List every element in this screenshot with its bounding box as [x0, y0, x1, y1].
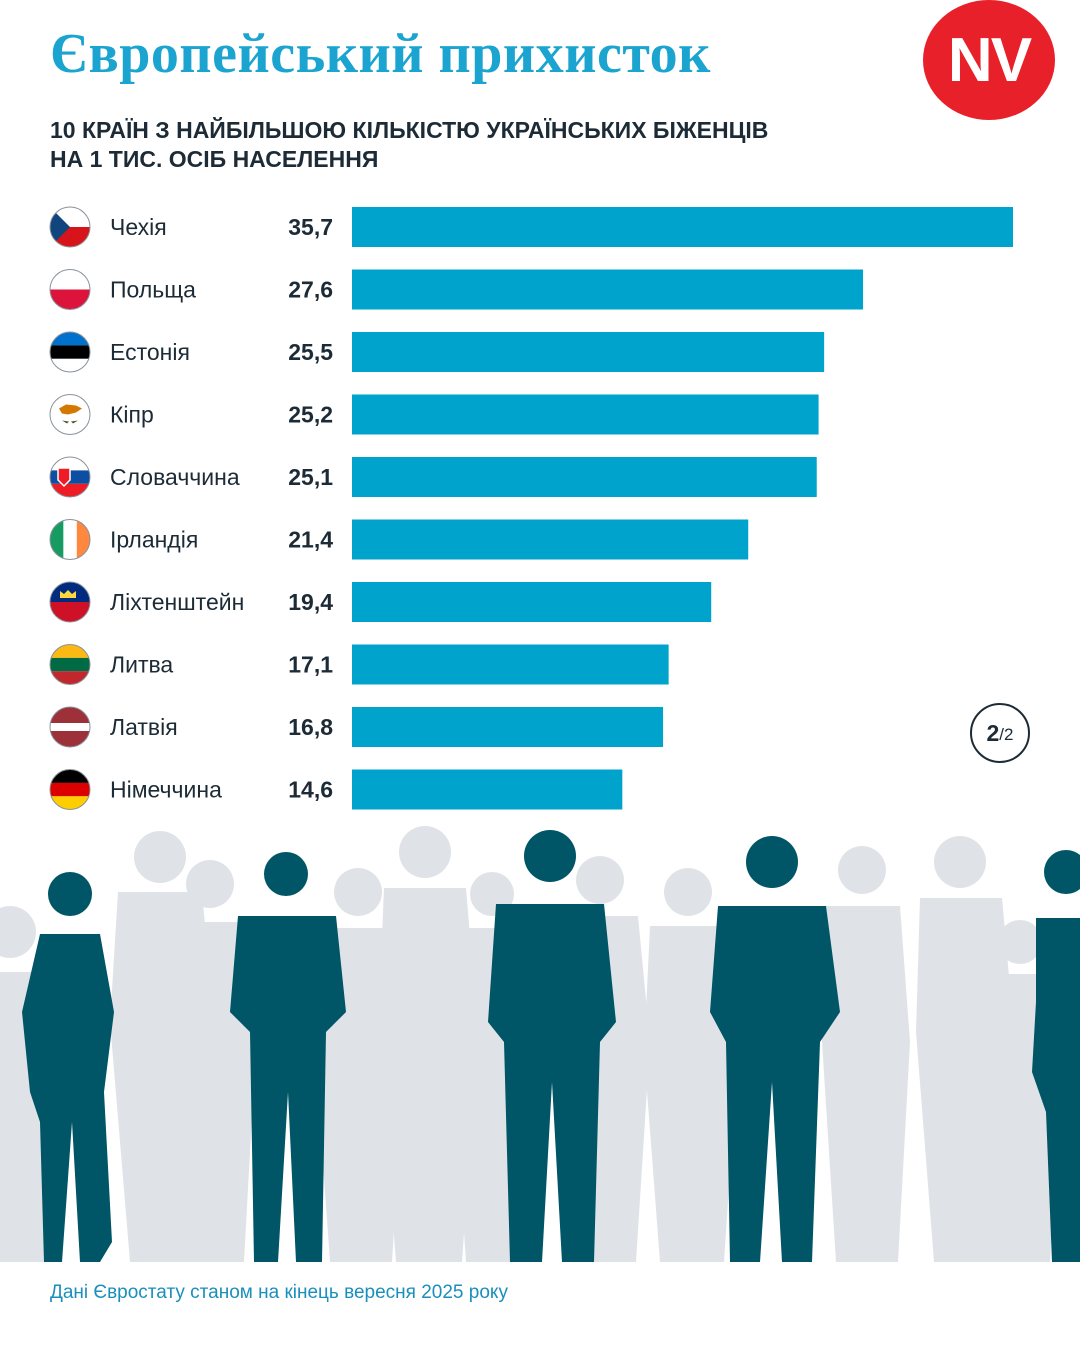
value-label: 25,5: [288, 339, 333, 365]
page-indicator: 2/2: [970, 703, 1030, 763]
page-total: /2: [999, 725, 1014, 744]
crowd-silhouettes-illustration: [0, 826, 1080, 1262]
category-label: Естонія: [110, 339, 190, 365]
value-label: 25,1: [288, 464, 333, 490]
woman-figure-right: [1032, 850, 1080, 1262]
bar: [352, 519, 749, 560]
subtitle-line-1: 10 КРАЇН З НАЙБІЛЬШОЮ КІЛЬКІСТЮ УКРАЇНСЬ…: [50, 117, 769, 143]
logo-text: NV: [947, 25, 1032, 95]
bar: [352, 582, 712, 622]
cyprus-flag-icon: [49, 394, 91, 435]
woman-figure-left: [22, 872, 114, 1262]
man-figure-3: [488, 830, 616, 1262]
bar: [352, 457, 817, 497]
value-label: 16,8: [288, 714, 333, 740]
nv-logo: NV: [923, 0, 1055, 120]
value-label: 14,6: [288, 777, 333, 803]
category-label: Польща: [110, 277, 196, 303]
value-label: 17,1: [288, 652, 333, 678]
category-label: Німеччина: [110, 777, 222, 803]
page-current: 2: [986, 719, 1000, 746]
bar: [352, 394, 819, 435]
page-title: Європейський прихисток: [50, 23, 711, 85]
category-label: Чехія: [110, 214, 167, 240]
value-label: 27,6: [288, 277, 333, 303]
value-label: 19,4: [288, 589, 333, 615]
liechtenstein-flag-icon: [49, 581, 91, 623]
category-label: Латвія: [110, 714, 178, 740]
category-label: Литва: [110, 652, 173, 678]
lithuania-flag-icon: [49, 644, 91, 685]
estonia-flag-icon: [49, 331, 91, 373]
value-label: 35,7: [288, 214, 333, 240]
bar: [352, 769, 623, 810]
value-label: 25,2: [288, 402, 333, 428]
chart-subtitle: 10 КРАЇН З НАЙБІЛЬШОЮ КІЛЬКІСТЮ УКРАЇНСЬ…: [50, 116, 850, 174]
foreground-figures: [22, 830, 1080, 1262]
slovakia-flag-icon: [49, 456, 91, 498]
bar: [352, 644, 669, 685]
value-label: 21,4: [288, 527, 333, 553]
bar: [352, 707, 664, 747]
category-label: Ірландія: [110, 527, 198, 553]
man-figure-2: [230, 852, 346, 1262]
bar: [352, 269, 864, 310]
category-label: Ліхтенштейн: [110, 589, 244, 615]
man-figure-phone: [710, 836, 840, 1262]
bar: [352, 332, 825, 372]
category-label: Словаччина: [110, 464, 240, 490]
bar-chart: Чехія 35,7 Польща 27,6 Естонія 25,5 Кіпр 25,2 Сл…: [49, 206, 1013, 810]
czechia-flag-icon: [49, 206, 91, 248]
germany-flag-icon: [49, 769, 91, 810]
category-label: Кіпр: [110, 402, 154, 428]
source-note: Дані Євростату станом на кінець вересня …: [50, 1282, 508, 1303]
latvia-flag-icon: [49, 706, 91, 748]
subtitle-line-2: НА 1 ТИС. ОСІБ НАСЕЛЕННЯ: [50, 146, 379, 172]
bar: [352, 207, 1013, 247]
ireland-flag-icon: [49, 519, 91, 560]
poland-flag-icon: [49, 269, 91, 310]
